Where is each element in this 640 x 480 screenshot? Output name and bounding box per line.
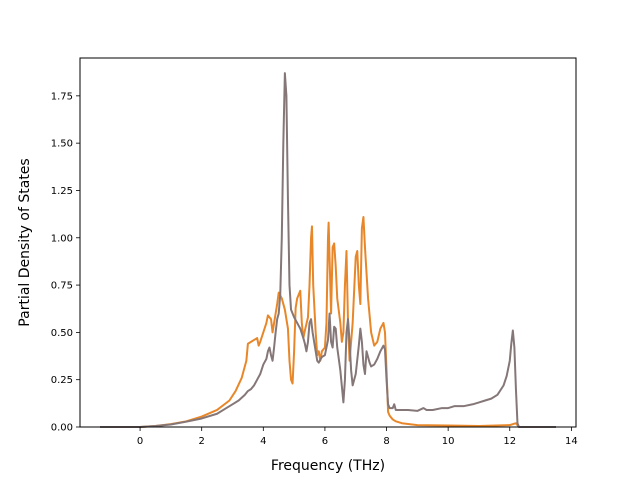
y-tick-label: 0.50 (51, 328, 73, 339)
x-tick-label: 12 (503, 436, 516, 447)
x-tick-label: 8 (383, 436, 389, 447)
y-tick-label: 1.00 (51, 233, 73, 244)
y-tick-label: 0.75 (51, 281, 73, 292)
series-line-2 (100, 72, 556, 428)
y-ticks: 0.00 0.25 0.50 0.75 1.00 1.25 1.50 1.75 (51, 91, 80, 434)
x-tick-label: 6 (322, 436, 328, 447)
x-tick-label: 0 (137, 436, 143, 447)
y-tick-label: 0.25 (51, 375, 73, 386)
x-ticks: 0 2 4 6 8 10 12 14 (137, 427, 578, 447)
y-tick-label: 1.75 (51, 91, 73, 102)
y-tick-label: 1.25 (51, 186, 73, 197)
series-layer (100, 72, 556, 428)
y-tick-label: 0.00 (51, 423, 73, 434)
x-tick-label: 10 (442, 436, 455, 447)
y-axis-label: Partial Density of States (17, 158, 33, 326)
x-tick-label: 4 (260, 436, 266, 447)
series-line-1 (100, 215, 556, 428)
x-tick-label: 14 (565, 436, 578, 447)
x-axis-label: Frequency (THz) (271, 458, 385, 474)
y-tick-label: 1.50 (51, 139, 73, 150)
x-tick-label: 2 (199, 436, 205, 447)
plot-frame (79, 57, 577, 428)
